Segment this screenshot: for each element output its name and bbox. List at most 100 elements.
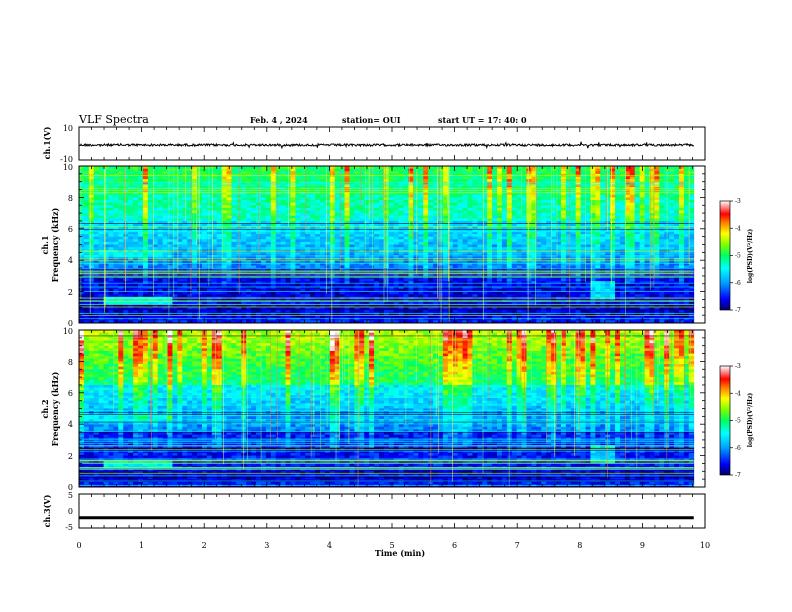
spectrogram-cell bbox=[280, 320, 286, 323]
spectrogram-cell bbox=[216, 320, 223, 323]
spectrogram-cell bbox=[442, 200, 449, 204]
spectrogram-cell bbox=[442, 268, 449, 272]
spectrogram-cell bbox=[79, 228, 85, 232]
spectrogram-cell bbox=[162, 312, 168, 316]
spectrogram-cell bbox=[138, 262, 144, 266]
spectrogram-cell bbox=[428, 241, 434, 245]
spectrogram-cell bbox=[162, 283, 168, 287]
spectrogram-cell bbox=[339, 202, 345, 206]
spectrogram-cell bbox=[260, 307, 267, 311]
spectrogram-cell bbox=[305, 268, 311, 272]
spectrogram-cell bbox=[182, 291, 188, 295]
spectrogram-cell bbox=[339, 260, 345, 264]
spectrogram-cell bbox=[319, 309, 326, 313]
spectrogram-cell bbox=[344, 294, 350, 298]
spectrogram-cell bbox=[423, 200, 429, 204]
spectrogram-cell bbox=[187, 228, 193, 232]
spectrogram-cell bbox=[428, 317, 434, 321]
spectrogram-cell bbox=[452, 202, 459, 206]
spectrogram-cell bbox=[354, 181, 360, 185]
spectrogram-cell bbox=[285, 181, 291, 185]
spectrogram-cell bbox=[339, 231, 345, 235]
spectrogram-cell bbox=[334, 192, 341, 196]
spectrogram-cell bbox=[457, 197, 463, 201]
spectrogram-cell bbox=[388, 288, 395, 292]
spectrogram-cell bbox=[467, 291, 473, 295]
spectrogram-cell bbox=[216, 200, 223, 204]
spectrogram-cell bbox=[142, 197, 149, 201]
spectrogram-cell bbox=[349, 281, 355, 285]
spectrogram-cell bbox=[324, 215, 331, 219]
spectrogram-cell bbox=[280, 181, 286, 185]
spectrogram-cell bbox=[403, 223, 409, 227]
spectrogram-cell bbox=[423, 317, 429, 321]
spectrogram-cell bbox=[280, 312, 286, 316]
spectrogram-cell bbox=[265, 189, 272, 193]
spectrogram-cell bbox=[138, 294, 144, 298]
spectrogram-cell bbox=[123, 299, 129, 303]
spectrogram-cell bbox=[403, 315, 409, 319]
spectrogram-cell bbox=[315, 192, 321, 196]
spectrogram-cell bbox=[344, 176, 350, 180]
spectrogram-cell bbox=[251, 299, 257, 303]
spectrogram-cell bbox=[354, 220, 360, 224]
spectrogram-cell bbox=[403, 207, 409, 211]
spectrogram-cell bbox=[177, 315, 183, 319]
spectrogram-cell bbox=[216, 244, 223, 248]
spectrogram-cell bbox=[172, 283, 178, 287]
spectrogram-cell bbox=[354, 215, 360, 219]
spectrogram-cell bbox=[442, 202, 449, 206]
spectrogram-cell bbox=[462, 184, 468, 188]
spectrogram-cell bbox=[118, 168, 124, 172]
spectrogram-cell bbox=[378, 184, 385, 188]
spectrogram-cell bbox=[113, 207, 119, 211]
spectrogram-cell bbox=[192, 234, 198, 238]
start-time-label: start UT = 17: 40: 0 bbox=[438, 115, 527, 125]
spectrogram-cell bbox=[197, 179, 203, 183]
spectrogram-cell bbox=[79, 168, 85, 172]
spectrogram-cell bbox=[172, 262, 178, 266]
spectrogram-cell bbox=[152, 260, 159, 264]
spectrogram-cell bbox=[398, 176, 404, 180]
spectrogram-cell bbox=[241, 210, 247, 214]
spectrogram-cell bbox=[108, 215, 114, 219]
spectrogram-cell bbox=[374, 273, 380, 277]
spectrogram-cell bbox=[403, 179, 409, 183]
spectrogram-cell bbox=[260, 241, 267, 245]
spectrogram-cell bbox=[344, 291, 350, 295]
spectrogram-cell bbox=[428, 176, 434, 180]
spectrogram-cell bbox=[418, 317, 424, 321]
spectrogram-cell bbox=[413, 294, 419, 298]
spectrogram-cell bbox=[305, 205, 311, 209]
spectrogram-cell bbox=[324, 241, 331, 245]
spectrogram-cell bbox=[93, 194, 100, 198]
spectrogram-cell bbox=[354, 294, 360, 298]
spectrogram-cell bbox=[231, 189, 237, 193]
spectrogram-cell bbox=[142, 244, 149, 248]
spectrogram-cell bbox=[251, 181, 257, 185]
spectrogram-cell bbox=[192, 192, 198, 196]
spectrogram-cell bbox=[305, 228, 311, 232]
spectrogram-cell bbox=[315, 254, 321, 258]
spectrogram-cell bbox=[211, 168, 218, 172]
spectrogram-cell bbox=[310, 213, 316, 217]
spectrogram-cell bbox=[354, 205, 360, 209]
spectrogram-cell bbox=[472, 299, 478, 303]
spectrogram-cell bbox=[221, 320, 227, 323]
spectrogram-cell bbox=[285, 286, 291, 290]
spectrogram-cell bbox=[251, 184, 257, 188]
spectrogram-cell bbox=[305, 202, 311, 206]
spectrogram-cell bbox=[423, 273, 429, 277]
spectrogram-cell bbox=[315, 286, 321, 290]
spectrogram-cell bbox=[413, 181, 419, 185]
spectrogram-cell bbox=[280, 239, 286, 243]
spectrogram-cell bbox=[221, 239, 227, 243]
spectrogram-cell bbox=[98, 262, 104, 266]
spectrogram-cell bbox=[221, 166, 227, 170]
spectrogram-cell bbox=[393, 281, 400, 285]
spectrogram-cell bbox=[477, 213, 483, 217]
spectrogram-cell bbox=[295, 265, 301, 269]
spectrogram-cell bbox=[413, 234, 419, 238]
spectrogram-cell bbox=[265, 239, 272, 243]
spectrogram-cell bbox=[295, 202, 301, 206]
